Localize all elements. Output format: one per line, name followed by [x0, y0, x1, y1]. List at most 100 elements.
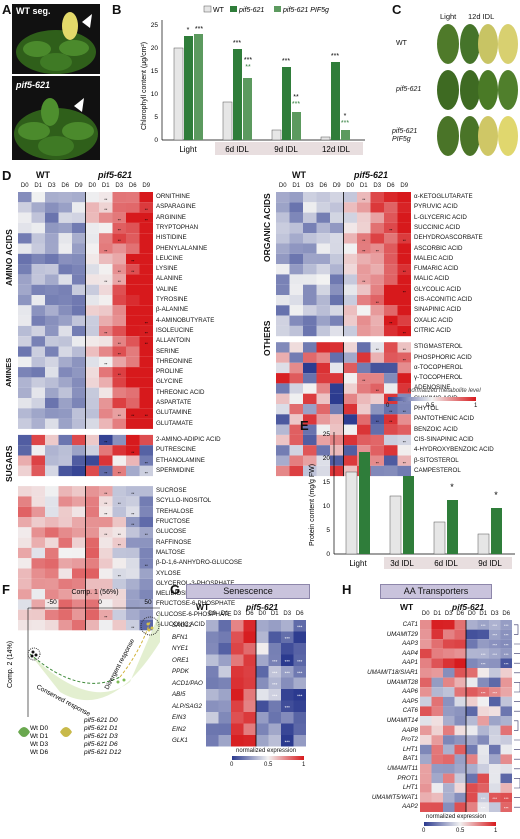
heat-cell: [218, 677, 231, 689]
row-label: FRUCTOSE: [156, 518, 190, 525]
heat-cell: [420, 773, 432, 784]
heat-cell: [316, 362, 330, 374]
heat-star: ***: [492, 652, 497, 657]
heat-cell: [85, 558, 99, 569]
heat-star: **: [104, 491, 108, 496]
heat-cell: [316, 445, 330, 456]
heat-cell: [45, 243, 59, 254]
heat-cell: [500, 706, 512, 716]
col-head: D6: [456, 611, 465, 617]
dendrogram-branch: [514, 624, 519, 635]
f-xtick: 0: [98, 599, 102, 606]
heat-cell: [112, 589, 126, 600]
heat-cell: [99, 398, 113, 409]
heat-cell: [289, 373, 303, 384]
h-scale-tick: 1: [494, 828, 498, 834]
heat-cell: [112, 192, 126, 203]
heat-cell: [72, 408, 86, 419]
heat-cell: [489, 725, 501, 736]
heat-cell: [303, 212, 317, 223]
heat-cell: [397, 455, 411, 466]
heat-cell: [330, 305, 344, 316]
chlorophyll-chart: WT pif5-621 pif5-621 PIF5g 0 5 10 15 20 …: [141, 5, 365, 155]
heat-cell: [99, 568, 113, 579]
heat-cell: [431, 764, 443, 774]
heat-star: **: [104, 331, 108, 336]
heat-cell: [58, 346, 72, 357]
heat-cell: [31, 558, 45, 569]
heat-cell: [85, 243, 99, 254]
heat-cell: [139, 445, 153, 456]
col-head: D3: [283, 611, 292, 617]
heat-cell: [443, 735, 455, 745]
col-head: D1: [292, 183, 301, 189]
heat-cell: [18, 233, 32, 244]
heat-cell: [343, 233, 357, 244]
heat-cell: [343, 414, 357, 425]
heat-cell: [500, 792, 512, 803]
dendrogram-branch: [514, 739, 520, 750]
heat-cell: [85, 527, 99, 538]
heat-cell: [243, 631, 256, 643]
col-head: D3: [490, 611, 499, 617]
heat-cell: [431, 620, 443, 630]
col-head: D6: [245, 611, 254, 617]
row-label: SUCCINIC ACID: [414, 223, 461, 231]
heat-cell: [85, 202, 99, 213]
heat-cell: [489, 706, 501, 716]
heat-cell: [112, 202, 126, 213]
f-legend-mut: pif5-621 D12: [83, 749, 122, 756]
h-scale-title: normalized expression: [426, 814, 487, 820]
heat-star: **: [376, 248, 380, 253]
heat-cell: [45, 305, 59, 316]
heat-star: **: [403, 357, 407, 362]
gene-label: UMAMIT5/WAT1: [371, 793, 418, 801]
heat-cell: [370, 445, 384, 456]
heat-cell: [370, 362, 384, 374]
heat-cell: [268, 723, 281, 735]
heat-star: **: [362, 378, 366, 383]
heat-cell: [477, 706, 489, 716]
heat-cell: [431, 716, 443, 726]
heat-cell: [500, 639, 512, 649]
heat-cell: [466, 802, 478, 812]
heat-cell: [477, 658, 489, 668]
heat-cell: [293, 677, 306, 689]
group-amines-label: AMINES: [4, 357, 13, 387]
heat-cell: [443, 716, 455, 726]
heat-cell: [330, 445, 344, 456]
heat-cell: [293, 620, 306, 632]
heat-cell: [99, 233, 113, 244]
heat-star: **: [118, 372, 122, 377]
heat-cell: [466, 764, 478, 774]
h-scale-bar: [424, 822, 496, 826]
row-label: VALINE: [156, 285, 178, 293]
heat-cell: [343, 455, 357, 466]
heat-cell: [45, 264, 59, 275]
heat-cell: [384, 305, 398, 316]
heat-cell: [289, 352, 303, 363]
heat-cell: [357, 342, 371, 353]
row-label: ALLANTOIN: [156, 337, 191, 345]
heat-cell: [384, 445, 398, 456]
heat-cell: [139, 578, 153, 590]
heat-cell: [454, 668, 466, 678]
heat-cell: [99, 356, 113, 368]
legend-mut-swatch: [230, 6, 237, 12]
heat-cell: [276, 445, 290, 456]
heat-star: **: [118, 501, 122, 506]
bar: [271, 129, 282, 141]
heat-cell: [454, 754, 466, 764]
heat-cell: [256, 654, 269, 666]
heat-cell: [72, 578, 86, 590]
heat-cell: [276, 342, 290, 353]
heat-cell: [276, 315, 290, 326]
heat-cell: [489, 744, 501, 755]
heat-cell: [85, 486, 99, 497]
heat-cell: [139, 537, 153, 548]
heat-cell: [31, 445, 45, 456]
heat-cell: [45, 315, 59, 326]
heat-cell: [112, 264, 126, 275]
heat-cell: [112, 537, 126, 548]
